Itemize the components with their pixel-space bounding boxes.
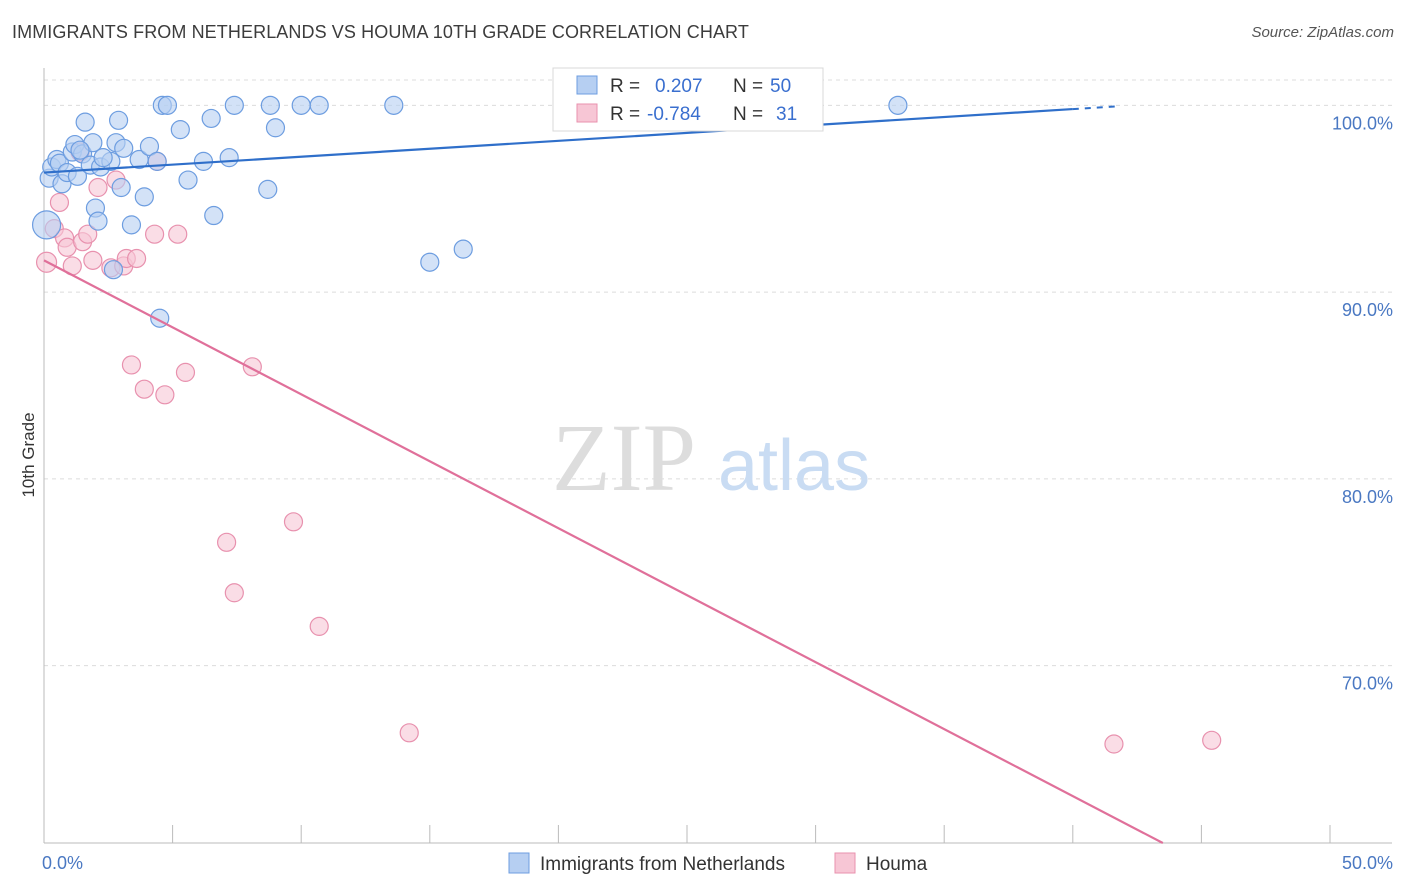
legend-n-value-1: 50 (770, 76, 791, 97)
netherlands-point-32 (201, 108, 221, 129)
houma-point-2 (49, 192, 70, 213)
houma-point-27 (309, 616, 329, 636)
y-tick-label-2: 90.0% (1342, 300, 1393, 320)
watermark-zip: ZIP (552, 404, 696, 511)
netherlands-point-14 (88, 211, 108, 231)
source-label: Source: ZipAtlas.com (1251, 24, 1394, 41)
netherlands-point-40 (309, 95, 329, 115)
houma-trend-line (43, 259, 1164, 844)
series-legend-label-houma: Houma (866, 854, 928, 875)
houma-point-28 (399, 723, 419, 743)
netherlands-point-24 (139, 136, 160, 157)
y-tick-label-3: 100.0% (1332, 113, 1393, 133)
houma-point-10 (88, 177, 108, 198)
netherlands-point-35 (224, 95, 244, 115)
houma-point-15 (126, 248, 147, 269)
netherlands-point-41 (384, 95, 404, 115)
legend-n-label-2: N = (733, 104, 763, 125)
y-axis-label: 10th Grade (19, 412, 38, 497)
stats-legend: R = 0.207 N = 50 R = -0.784 N = 31 (552, 67, 824, 132)
netherlands-point-34 (219, 148, 239, 168)
netherlands-point-39 (291, 95, 311, 115)
legend-r-label-1: R = (610, 76, 640, 97)
houma-point-17 (134, 379, 154, 399)
houma-point-29 (1104, 734, 1124, 754)
netherlands-point-42 (420, 252, 440, 272)
trend-lines (43, 105, 1164, 844)
legend-n-value-2: 31 (776, 104, 797, 125)
houma-point-30 (1202, 730, 1222, 750)
netherlands-point-19 (108, 110, 129, 130)
netherlands-point-23 (134, 187, 154, 207)
series-legend: Immigrants from Netherlands Houma (508, 852, 928, 875)
houma-point-21 (168, 224, 188, 244)
netherlands-point-10 (75, 112, 95, 132)
series-legend-swatch-netherlands (508, 852, 530, 874)
netherlands-point-38 (265, 118, 286, 138)
netherlands-point-36 (258, 179, 278, 199)
y-tick-label-0: 70.0% (1342, 674, 1393, 694)
netherlands-point-45 (121, 215, 142, 235)
watermark: ZIP atlas (552, 404, 870, 511)
houma-point-22 (175, 362, 196, 382)
netherlands-point-17 (103, 260, 124, 280)
netherlands-point-48 (888, 95, 908, 115)
series-legend-label-netherlands: Immigrants from Netherlands (540, 854, 785, 875)
houma-point-8 (78, 224, 98, 244)
netherlands-point-29 (170, 120, 190, 140)
houma-point-9 (83, 250, 103, 270)
netherlands-point-28 (157, 95, 178, 115)
legend-r-value-1: 0.207 (655, 76, 703, 97)
houma-point-20 (155, 385, 175, 405)
legend-swatch-blue (576, 75, 598, 95)
x-tick-label-0: 0.0% (42, 853, 83, 873)
houma-point-23 (217, 532, 237, 552)
netherlands-point-43 (453, 239, 473, 259)
netherlands-point-21 (114, 138, 134, 158)
x-tick-labels: 0.0% 50.0% (42, 853, 1393, 873)
netherlands-point-37 (260, 95, 280, 115)
netherlands-point-25 (147, 151, 167, 171)
netherlands-trend-extension (1072, 105, 1120, 111)
y-tick-label-1: 80.0% (1342, 487, 1393, 507)
y-tick-labels: 70.0% 80.0% 90.0% 100.0% (1332, 113, 1393, 693)
legend-swatch-pink (576, 103, 598, 123)
netherlands-points (31, 95, 908, 328)
netherlands-point-20 (111, 177, 131, 198)
netherlands-point-46 (93, 148, 113, 168)
houma-point-16 (121, 355, 142, 375)
netherlands-trend-line (43, 107, 1073, 174)
series-legend-swatch-houma (834, 852, 856, 874)
netherlands-point-47 (70, 140, 90, 160)
axes (43, 68, 1392, 844)
chart-title: IMMIGRANTS FROM NETHERLANDS VS HOUMA 10T… (12, 22, 749, 42)
houma-point-18 (144, 224, 165, 244)
watermark-atlas: atlas (718, 426, 870, 506)
netherlands-point-33 (204, 205, 224, 226)
houma-point-26 (283, 512, 304, 532)
netherlands-point-44 (31, 210, 62, 240)
x-tick-label-1: 50.0% (1342, 853, 1393, 873)
netherlands-point-30 (178, 170, 198, 190)
stats-legend-box (552, 67, 824, 132)
houma-point-24 (224, 583, 244, 603)
legend-n-label-1: N = (733, 76, 763, 97)
legend-r-label-2: R = (610, 104, 640, 125)
legend-r-value-2: -0.784 (647, 104, 701, 125)
